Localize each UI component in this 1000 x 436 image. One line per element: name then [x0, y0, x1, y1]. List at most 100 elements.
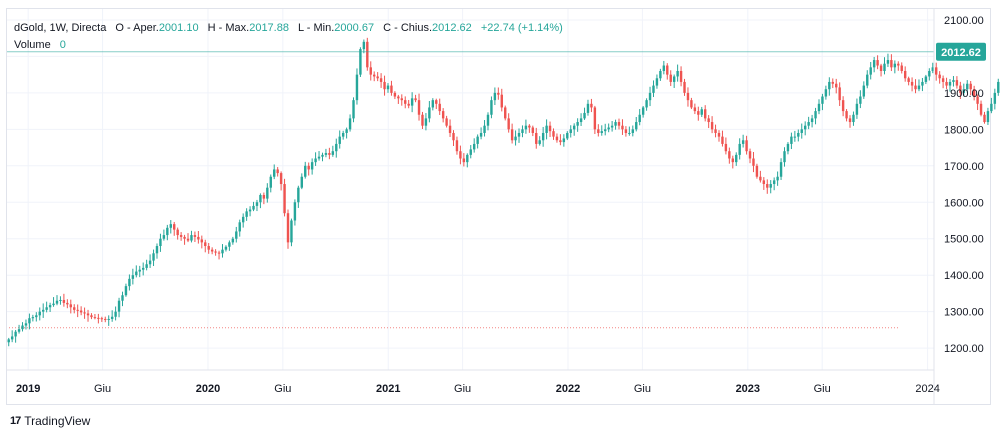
symbol-label[interactable]: dGold, 1W, Directa	[14, 22, 107, 34]
candle	[183, 234, 186, 245]
candle	[869, 61, 872, 80]
candle	[879, 63, 883, 77]
candle-body	[345, 129, 348, 133]
candle	[155, 243, 159, 259]
candle-body	[228, 242, 231, 247]
candle-body	[917, 85, 921, 90]
candle	[769, 180, 772, 194]
candle-body	[752, 158, 755, 166]
candle	[28, 313, 31, 330]
candle-body	[521, 129, 524, 133]
candle	[803, 121, 807, 136]
candle	[983, 111, 986, 124]
candle	[121, 291, 124, 307]
candle-body	[879, 65, 883, 71]
candle-body	[697, 111, 700, 115]
candle-body	[341, 132, 345, 137]
candle	[179, 232, 183, 241]
candle-body	[107, 318, 110, 320]
candle-body	[476, 136, 479, 144]
y-tick-label: 1900.00	[944, 88, 984, 100]
candle-body	[369, 67, 372, 75]
candle	[231, 236, 235, 245]
candle-body	[835, 83, 838, 88]
candle	[341, 130, 345, 140]
candle-body	[741, 140, 745, 144]
candle	[569, 125, 572, 138]
candle-body	[862, 85, 866, 97]
candle-body	[200, 239, 204, 243]
candle	[814, 107, 817, 125]
candle-body	[452, 132, 455, 141]
candle	[610, 120, 614, 132]
candle-body	[45, 307, 48, 310]
candle-body	[838, 87, 841, 101]
volume-row: Volume 0	[14, 37, 563, 54]
x-axis[interactable]: 2019 Giu 2020 Giu 2021 Giu 2022 Giu 2023 Giu 2024	[6, 369, 940, 395]
candle-body	[362, 41, 366, 50]
candle-body	[114, 311, 117, 317]
candle-body	[276, 169, 279, 174]
candle	[114, 306, 117, 321]
candle-body	[759, 176, 762, 181]
candle-body	[176, 229, 179, 236]
candle	[645, 98, 648, 111]
candle-body	[845, 111, 848, 119]
candle-body	[607, 127, 610, 130]
candle-body	[235, 231, 238, 239]
candle-body	[728, 151, 731, 159]
candle-body	[828, 81, 831, 90]
x-tick-label: 2024	[915, 383, 939, 395]
candle	[190, 230, 193, 243]
candle	[500, 88, 503, 112]
candle-body	[148, 260, 152, 265]
candle	[17, 324, 21, 334]
candle-body	[748, 151, 752, 159]
x-tick-label: Giu	[454, 383, 471, 395]
candle	[141, 262, 145, 276]
candle	[262, 192, 266, 205]
candle	[838, 82, 841, 107]
candle	[831, 78, 834, 89]
candle-body	[73, 307, 76, 310]
candle-body	[559, 140, 562, 143]
candle-body	[421, 114, 424, 126]
candle	[797, 129, 800, 142]
candle	[690, 97, 693, 110]
high-label: H - Max.	[207, 22, 250, 34]
candle	[469, 145, 472, 159]
candle-body	[10, 336, 14, 340]
candle-body	[183, 236, 186, 239]
y-tick-label: 1200.00	[944, 343, 984, 355]
candle	[900, 62, 903, 74]
candle-body	[935, 67, 938, 75]
candle-body	[35, 315, 38, 318]
candle	[600, 125, 603, 136]
candle	[348, 114, 352, 132]
candle-body	[331, 151, 335, 155]
candle	[910, 77, 914, 92]
candle-body	[269, 176, 272, 188]
low-label: L - Min.	[298, 22, 335, 34]
candle	[493, 87, 497, 106]
candle-body	[517, 132, 521, 137]
candle	[890, 54, 893, 72]
candle	[635, 117, 638, 132]
candle	[979, 100, 983, 117]
candle	[445, 115, 448, 128]
candle	[414, 94, 417, 103]
candle-body	[141, 267, 145, 270]
candle-body	[952, 80, 955, 82]
candle-body	[576, 122, 579, 126]
candle-body	[966, 83, 969, 90]
candle-body	[821, 96, 824, 104]
tradingview-branding[interactable]: 17 TradingView	[10, 414, 90, 428]
volume-label[interactable]: Volume	[14, 39, 51, 51]
candle-body	[817, 103, 821, 112]
candle-body	[483, 125, 486, 133]
candle-body	[700, 109, 703, 115]
y-axis[interactable]: 1200.00 1300.00 1400.00 1500.00 1600.00 1700.…	[933, 8, 986, 404]
candle	[131, 268, 135, 285]
candle	[607, 123, 610, 133]
